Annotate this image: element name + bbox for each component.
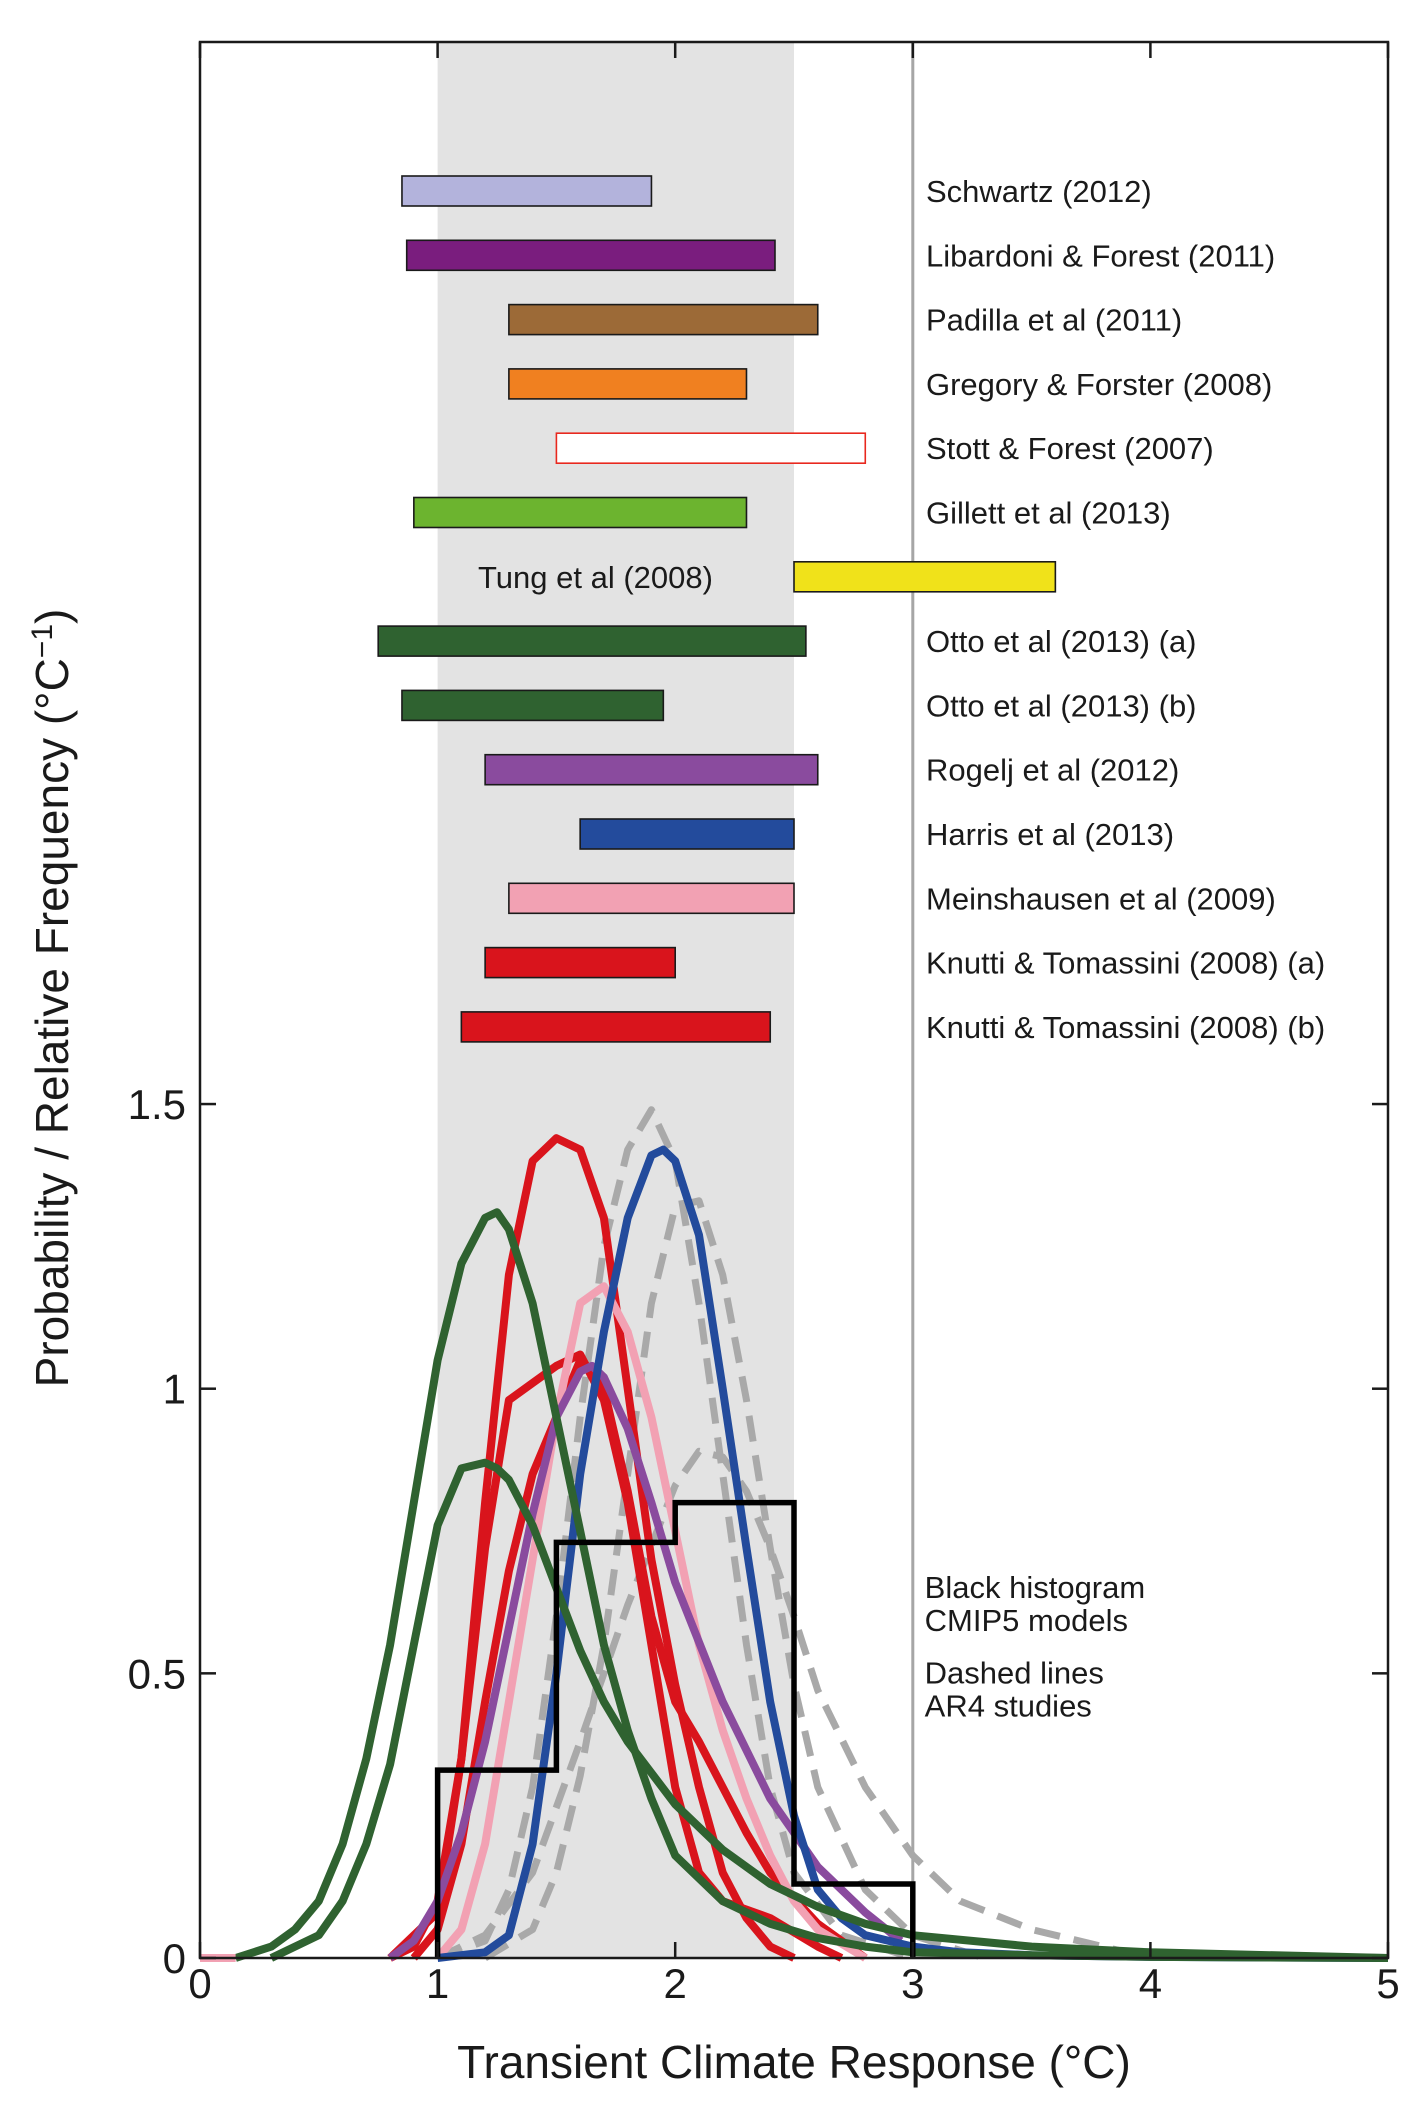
range-bar-5 xyxy=(413,496,748,529)
y-axis-title-end: ) xyxy=(26,609,78,624)
y-axis-title-superscript: −1 xyxy=(26,624,59,658)
range-label-1: Libardoni & Forest (2011) xyxy=(926,238,1275,273)
x-tick-label-0: 0 xyxy=(188,1960,211,2007)
range-bar-4 xyxy=(555,432,867,465)
range-bar-0 xyxy=(401,175,653,207)
pdf-curve-7 xyxy=(387,1361,904,1962)
range-label-3: Gregory & Forster (2008) xyxy=(926,367,1272,402)
x-tick-label-3: 3 xyxy=(901,1960,924,2007)
histogram-layer xyxy=(434,1499,916,1958)
annotation-0-line-0: Black histogram xyxy=(925,1570,1146,1605)
range-bar-7 xyxy=(377,625,807,657)
pdf-curve-8 xyxy=(437,1145,1389,1962)
range-label-8: Otto et al (2013) (b) xyxy=(926,688,1197,723)
y-tick-label-0: 0 xyxy=(163,1935,186,1982)
range-label-6: Tung et al (2008) xyxy=(478,560,713,595)
y-tick-label-3: 1.5 xyxy=(128,1081,186,1128)
range-bar-2 xyxy=(508,303,819,336)
range-label-5: Gillett et al (2013) xyxy=(926,496,1171,531)
range-label-11: Meinshausen et al (2009) xyxy=(926,881,1276,916)
range-label-10: Harris et al (2013) xyxy=(926,817,1174,852)
pdf-curve-6 xyxy=(434,1282,868,1962)
range-bar-12 xyxy=(484,946,676,979)
range-bar-10 xyxy=(579,818,795,850)
cmip5-histogram xyxy=(434,1499,916,1958)
tick-labels-layer: 0 1 2 3 4 5 0 0.5 1 1.5 xyxy=(128,1081,1400,2007)
range-bar-9 xyxy=(484,753,819,786)
pdf-curve-2 xyxy=(436,1447,1152,1962)
range-bar-6 xyxy=(793,560,1057,593)
y-axis-title: Probability / Relative Frequency (°C−1) xyxy=(26,609,78,1388)
pdf-curve-1 xyxy=(483,1197,986,1962)
y-axis-title-main: Probability / Relative Frequency (°C xyxy=(26,658,78,1387)
annotation-1-line-0: Dashed lines xyxy=(925,1655,1104,1690)
x-tick-label-1: 1 xyxy=(426,1960,449,2007)
range-bar-13 xyxy=(460,1011,772,1043)
range-bar-8 xyxy=(401,689,665,722)
range-bar-3 xyxy=(508,368,748,400)
range-label-0: Schwartz (2012) xyxy=(926,174,1152,209)
pdf-curve-5 xyxy=(410,1356,868,1962)
range-bar-11 xyxy=(508,882,795,915)
range-label-7: Otto et al (2013) (a) xyxy=(926,624,1197,659)
x-tick-label-4: 4 xyxy=(1139,1960,1162,2007)
range-bar-1 xyxy=(405,239,776,272)
y-tick-label-1: 0.5 xyxy=(128,1650,186,1697)
range-label-2: Padilla et al (2011) xyxy=(926,303,1182,338)
x-axis-title: Transient Climate Response (°C) xyxy=(457,2036,1131,2088)
annotation-0-line-1: CMIP5 models xyxy=(925,1603,1128,1638)
plot-frame xyxy=(198,40,1390,1960)
plot-frame-layer xyxy=(198,40,1390,1960)
range-bars-layer: Schwartz (2012) Libardoni & Forest (2011)… xyxy=(377,174,1325,1045)
x-tick-label-2: 2 xyxy=(664,1960,687,2007)
range-label-9: Rogelj et al (2012) xyxy=(926,753,1179,788)
range-label-12: Knutti & Tomassini (2008) (a) xyxy=(926,946,1325,981)
range-label-4: Stott & Forest (2007) xyxy=(926,431,1214,466)
x-tick-label-5: 5 xyxy=(1376,1960,1399,2007)
annotation-1-line-1: AR4 studies xyxy=(925,1688,1092,1723)
range-label-13: Knutti & Tomassini (2008) (b) xyxy=(926,1010,1325,1045)
pdf-curve-9 xyxy=(234,1208,1389,1962)
y-tick-label-2: 1 xyxy=(163,1366,186,1413)
